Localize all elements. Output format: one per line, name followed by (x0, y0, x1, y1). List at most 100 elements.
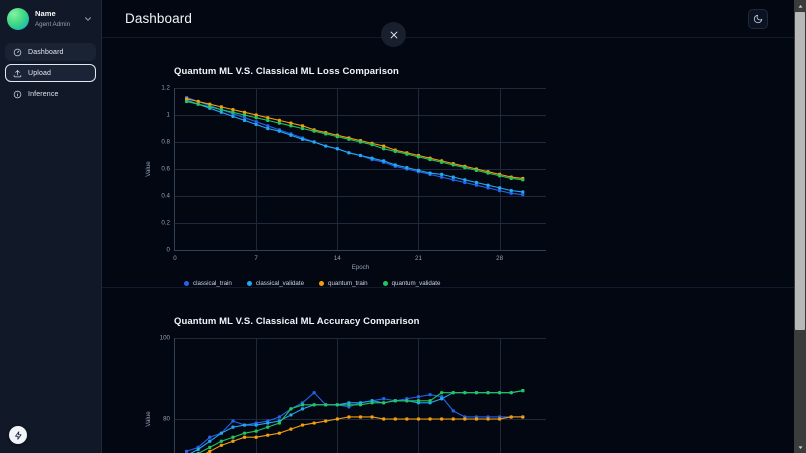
series-marker-quantum_validate (474, 168, 479, 172)
profile-menu[interactable]: Name Agent Admin (0, 0, 101, 39)
series-marker-quantum_train (393, 417, 397, 421)
legend-label: quantum_validate (391, 280, 441, 287)
legend-color-swatch (382, 281, 388, 286)
series-marker-quantum_validate (347, 403, 351, 407)
series-marker-classical_validate (347, 151, 351, 155)
series-marker-quantum_validate (382, 147, 386, 151)
series-marker-classical_validate (324, 144, 328, 148)
x-axis-tick: 14 (333, 255, 341, 262)
scroll-up-icon[interactable] (794, 0, 806, 12)
plot-area: Value 80 100 (145, 335, 546, 453)
y-axis-label: Value (145, 161, 153, 177)
chart-title: Quantum ML V.S. Classical ML Loss Compar… (174, 66, 399, 77)
series-marker-classical_validate (486, 183, 490, 187)
series-marker-classical_validate (405, 166, 409, 170)
series-marker-quantum_validate (208, 445, 212, 449)
legend-label: classical_train (193, 280, 232, 287)
series-marker-classical_validate (335, 147, 339, 151)
series-line-classical_validate (186, 99, 523, 193)
series-marker-quantum_validate (498, 174, 502, 178)
legend-color-swatch (246, 281, 252, 286)
y-axis-tick: 0.8 (161, 138, 170, 146)
series-marker-classical_validate (289, 413, 293, 417)
accuracy-chart-panel: Quantum ML V.S. Classical ML Accuracy Co… (102, 287, 806, 453)
x-axis-tick: 7 (254, 255, 258, 262)
series-marker-quantum_train (428, 417, 432, 421)
series-marker-classical_validate (196, 447, 200, 451)
series-marker-quantum_train (254, 435, 258, 439)
legend-item-classical_validate[interactable]: classical_validate (246, 280, 304, 287)
series-marker-quantum_train (521, 415, 525, 419)
series-marker-quantum_train (219, 105, 223, 109)
series-marker-quantum_validate (289, 407, 293, 411)
series-marker-quantum_validate (440, 160, 444, 164)
y-axis-tick: 100 (159, 334, 170, 342)
grid-line (337, 338, 339, 453)
series-marker-quantum_validate (254, 429, 258, 433)
series-marker-quantum_validate (463, 166, 467, 170)
series-marker-quantum_validate (428, 157, 432, 162)
chart-legend: classical_train classical_validate quantum… (184, 280, 806, 287)
series-marker-classical_train (509, 191, 513, 195)
scrollbar-thumb[interactable] (795, 12, 805, 330)
sidebar-item-inference[interactable]: Inference (5, 85, 96, 103)
series-marker-quantum_validate (474, 391, 479, 395)
profile-name: Name (35, 9, 56, 19)
series-marker-quantum_validate (509, 391, 513, 395)
series-marker-quantum_train (405, 417, 409, 421)
series-line-quantum_validate (186, 100, 523, 181)
series-marker-quantum_train (440, 417, 444, 421)
series-marker-quantum_train (312, 421, 316, 425)
series-marker-quantum_validate (358, 403, 363, 407)
series-marker-classical_validate (312, 140, 316, 144)
series-marker-quantum_validate (405, 399, 409, 403)
scroll-down-icon[interactable] (794, 441, 806, 453)
sidebar-item-upload[interactable]: Upload (5, 64, 96, 82)
legend-item-quantum_validate[interactable]: quantum_validate (382, 280, 441, 287)
series-marker-quantum_validate (428, 399, 432, 403)
close-button[interactable] (381, 22, 406, 47)
series-marker-classical_validate (208, 439, 212, 443)
series-marker-classical_validate (463, 178, 467, 182)
chevron-down-icon[interactable] (83, 14, 93, 24)
series-marker-quantum_train (208, 449, 212, 453)
series-marker-quantum_validate (498, 391, 502, 395)
vertical-scrollbar[interactable] (794, 0, 806, 453)
series-marker-quantum_validate (335, 135, 339, 139)
series-marker-quantum_train (231, 439, 235, 443)
series-marker-quantum_train (463, 417, 467, 421)
chart-title: Quantum ML V.S. Classical ML Accuracy Co… (174, 316, 420, 327)
series-marker-quantum_validate (440, 391, 444, 395)
series-marker-classical_validate (231, 114, 235, 118)
series-marker-classical_train (440, 175, 444, 179)
sidebar: Name Agent Admin Dashboard Upload (0, 0, 102, 453)
legend-color-swatch (319, 281, 325, 286)
legend-item-classical_train[interactable]: classical_train (184, 280, 232, 287)
grid-line (499, 338, 501, 453)
info-icon (13, 90, 22, 99)
series-marker-classical_train (382, 397, 386, 401)
sidebar-item-dashboard[interactable]: Dashboard (5, 43, 96, 61)
loss-chart-panel: Quantum ML V.S. Classical ML Loss Compar… (102, 38, 806, 287)
series-marker-quantum_train (358, 415, 363, 419)
theme-toggle-button[interactable] (748, 8, 768, 29)
series-marker-classical_validate (382, 159, 386, 163)
legend-color-swatch (184, 281, 189, 286)
x-axis-tick: 28 (496, 255, 504, 262)
series-marker-quantum_train (208, 102, 212, 106)
y-axis-tick: 80 (163, 415, 170, 423)
quick-action-button[interactable] (9, 426, 27, 444)
plot-area: Value Epoch 0 0.2 0.4 0.6 0.8 1 1.2 0 7 14 21 28 (145, 85, 546, 271)
series-marker-quantum_validate (405, 152, 409, 156)
series-marker-classical_validate (428, 171, 432, 175)
series-marker-classical_train (208, 435, 212, 439)
grid-line (337, 88, 339, 250)
legend-item-quantum_train[interactable]: quantum_train (319, 280, 368, 287)
series-marker-quantum_train (266, 116, 270, 120)
series-marker-quantum_train (277, 431, 281, 435)
series-marker-classical_train (428, 393, 432, 397)
series-marker-classical_train (486, 186, 490, 190)
series-marker-quantum_train (266, 433, 270, 437)
series-marker-quantum_validate (521, 389, 525, 393)
